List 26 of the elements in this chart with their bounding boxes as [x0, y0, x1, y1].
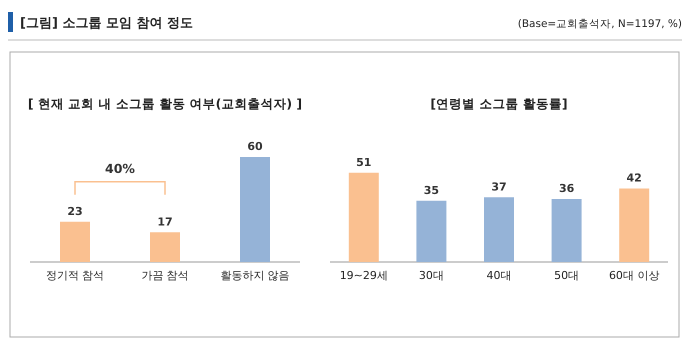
x-tick-label: 정기적 참석	[46, 269, 104, 282]
data-label: 23	[67, 204, 83, 218]
bar	[619, 188, 650, 262]
chart-title: [연령별 소그룹 활동률]	[430, 96, 568, 111]
bar	[552, 199, 582, 262]
data-label: 36	[558, 182, 575, 195]
x-tick-label: 19~29세	[340, 269, 388, 282]
bar	[416, 200, 446, 262]
chart-title: [ 현재 교회 내 소그룹 활동 여부(교회출석자) ]	[28, 96, 302, 111]
x-tick-label: 30대	[418, 269, 444, 282]
text: (Base=교회출석자, N=1197, %)	[518, 18, 682, 30]
data-label: 37	[491, 180, 507, 194]
data-label: 17	[157, 215, 173, 228]
x-tick-label: 가끔 참석	[141, 269, 189, 282]
x-tick-label: 60대 이상	[608, 269, 660, 282]
annotation: 40%	[105, 160, 136, 176]
x-tick-label: 50대	[554, 269, 580, 282]
x-tick-label: 40대	[486, 269, 512, 282]
data-label: 51	[356, 156, 372, 169]
x-tick-label: 활동하지 않음	[220, 269, 290, 282]
data-label: 42	[626, 172, 642, 184]
bar	[348, 172, 379, 262]
bar	[484, 197, 514, 262]
data-label: 60	[247, 140, 263, 153]
text: [그림] 소그룹 모임 참여 정도	[20, 16, 193, 31]
data-label: 35	[424, 184, 440, 197]
